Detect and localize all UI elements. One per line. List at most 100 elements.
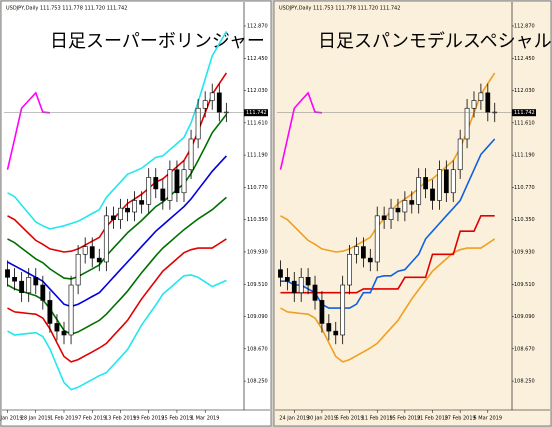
candle-body (174, 169, 180, 194)
candle-body (54, 323, 60, 332)
indicator-line (7, 155, 227, 308)
candle-body (26, 277, 32, 294)
x-tick-label: 1 Feb 2019 (50, 416, 78, 422)
x-tick-label: 11 Feb 2019 (362, 416, 393, 422)
candle-body (5, 269, 10, 278)
candle-body (423, 177, 428, 190)
candle-body (340, 284, 346, 336)
x-tick-label: 22 Jan 2019 (0, 416, 23, 422)
candle-body (139, 200, 145, 205)
y-tick-label: 109.090 (514, 314, 535, 320)
candle-body (89, 246, 95, 259)
candle-body (146, 177, 152, 205)
candle-body (478, 92, 484, 101)
indicator-line (7, 31, 228, 230)
y-tick-label: 109.510 (247, 282, 268, 288)
candle-body (181, 169, 187, 194)
candle-body (298, 277, 304, 294)
candle-body (110, 215, 116, 220)
y-tick-label: 108.250 (247, 379, 268, 385)
candle-body (388, 207, 394, 220)
candle-body (450, 169, 456, 194)
x-tick-label: 24 Jan 2019 (279, 416, 309, 422)
current-price-box (512, 109, 536, 117)
x-tick-label: 28 Jan 2019 (21, 416, 51, 422)
candle-body (361, 246, 366, 259)
candle-body (40, 284, 46, 301)
indicator-line (6, 91, 50, 170)
candle-body (326, 323, 332, 332)
indicator-line (7, 113, 228, 280)
x-tick-label: 13 Feb 2019 (105, 416, 136, 422)
candle-body (33, 277, 39, 286)
candle-body (402, 200, 408, 213)
y-tick-label: 111.190 (514, 153, 535, 159)
candle-body (443, 169, 449, 194)
candle-body (409, 200, 415, 205)
candle-body (132, 200, 138, 213)
indicator-line (7, 238, 227, 363)
chart-info: USDJPY,Daily 111.753 111.778 111.720 111… (279, 6, 400, 12)
x-tick-label: 7 Feb 2019 (78, 416, 106, 422)
candle-body (305, 277, 311, 286)
candle-body (347, 253, 352, 286)
x-tick-label: 19 Feb 2019 (133, 416, 164, 422)
y-tick-label: 112.870 (514, 23, 535, 29)
y-tick-label: 110.770 (247, 185, 268, 191)
candle-body (457, 138, 463, 171)
y-tick-label: 108.250 (514, 379, 535, 385)
candle-body (354, 246, 359, 255)
x-tick-label: 27 Feb 2019 (445, 416, 476, 422)
candle-body (103, 215, 109, 263)
candle-body (367, 257, 373, 263)
candle-body (464, 107, 470, 140)
y-tick-label: 112.030 (247, 88, 268, 94)
indicator-line (279, 91, 322, 170)
candle-body (430, 188, 435, 201)
candle-body (160, 188, 166, 201)
candle-body (284, 277, 290, 282)
right-window (273, 0, 552, 427)
candle-body (416, 177, 422, 205)
y-tick-label: 112.450 (514, 56, 535, 62)
candle-body (75, 253, 81, 286)
candle-body (12, 277, 18, 282)
candle-body (209, 92, 215, 101)
candle-body (82, 246, 88, 255)
candle-body (319, 300, 325, 324)
indicator-line (280, 238, 496, 363)
candle-body (47, 300, 53, 324)
candle-body (216, 92, 222, 113)
indicator-line (7, 196, 227, 336)
candle-body (202, 100, 208, 109)
y-tick-label: 111.610 (514, 120, 535, 126)
candle-body (291, 280, 297, 294)
candle-body (471, 100, 477, 109)
x-tick-label: 5 Feb 2019 (336, 416, 364, 422)
candle-body (195, 107, 201, 140)
chart-title: 日足スーパーボリンジャー (50, 31, 265, 52)
candle-body (61, 330, 67, 336)
candle-body (188, 138, 194, 171)
candle-body (125, 207, 130, 213)
candle-body (437, 169, 442, 201)
y-tick-label: 112.030 (514, 88, 535, 94)
chart-title: 日足スパンモデルスペシャル (318, 31, 552, 52)
candle-body (167, 169, 173, 201)
candle-body (118, 207, 123, 220)
x-tick-label: 15 Feb 2019 (389, 416, 420, 422)
candle-body (68, 284, 74, 336)
y-tick-label: 110.350 (247, 217, 268, 223)
current-price-box (244, 109, 268, 117)
x-tick-label: 30 Jan 2019 (307, 416, 337, 422)
y-tick-label: 110.770 (514, 185, 535, 191)
candle-body (153, 177, 159, 190)
y-tick-label: 112.450 (247, 56, 268, 62)
candle-body (278, 269, 283, 278)
chart-info: USDJPY,Daily 111.753 111.778 111.720 111… (6, 6, 127, 12)
candle-body (381, 215, 387, 220)
y-tick-label: 108.670 (514, 346, 535, 352)
y-tick-label: 109.510 (514, 282, 535, 288)
y-tick-label: 111.610 (247, 120, 268, 126)
